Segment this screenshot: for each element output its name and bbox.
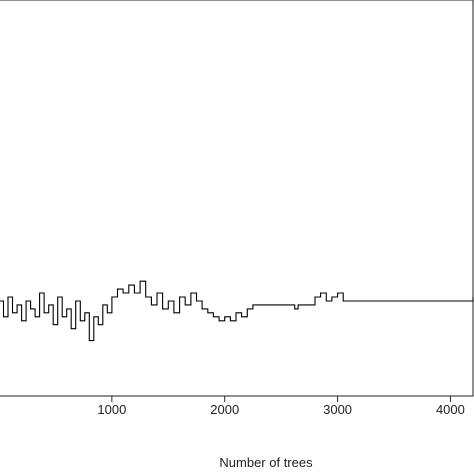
plot-frame [0, 0, 474, 397]
x-tick-label: 4000 [436, 402, 465, 417]
x-axis-title: Number of trees [219, 455, 313, 470]
x-axis: 1000 2000 3000 4000 [97, 396, 465, 417]
series-line [0, 280, 474, 342]
x-tick-label: 2000 [210, 402, 239, 417]
x-tick-label: 3000 [323, 402, 352, 417]
x-tick-label: 1000 [97, 402, 126, 417]
